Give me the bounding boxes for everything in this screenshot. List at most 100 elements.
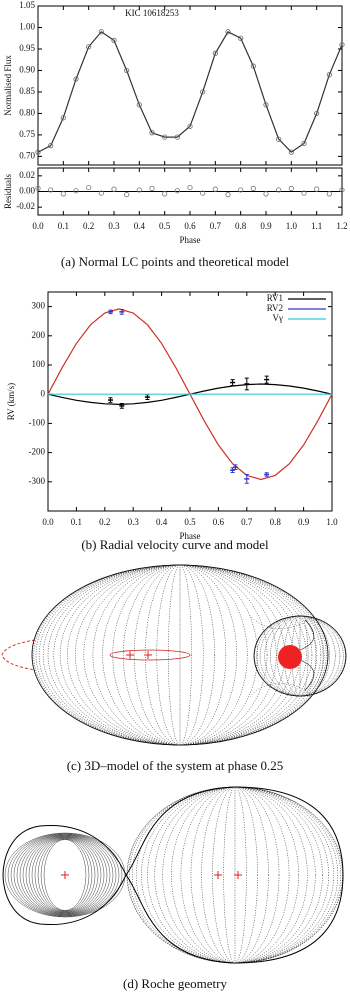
residual-point (73, 188, 79, 194)
neck (299, 619, 315, 691)
x-tick-label: 0.4 (134, 221, 146, 231)
data-point (111, 37, 117, 43)
meridian (141, 786, 329, 964)
data-point (225, 29, 231, 35)
y-tick-label: 0 (41, 388, 46, 398)
residual-point (187, 184, 193, 191)
residual-point (124, 192, 130, 198)
x-tick-label: 1.0 (286, 221, 298, 231)
residual-point (98, 190, 104, 196)
meridian (276, 615, 324, 697)
residual-point (225, 192, 231, 198)
y-tick-label: 0.70 (19, 150, 35, 160)
residual-point (200, 190, 206, 196)
centre-mark (214, 871, 222, 879)
data-point (263, 102, 269, 108)
meridian (123, 564, 237, 746)
x-tick-label: 1.1 (311, 221, 322, 231)
meridian (168, 564, 192, 746)
x-tick-label: 0.3 (128, 517, 140, 527)
legend-label: Vγ (273, 313, 283, 323)
residual-point (86, 184, 92, 191)
y-tick-label: -300 (29, 476, 46, 486)
y-tick-label: 300 (32, 301, 46, 311)
meridian (264, 615, 336, 697)
x-tick-label: 0.0 (32, 221, 44, 231)
caption: (a) Normal LC points and theoretical mod… (61, 254, 290, 269)
data-point (339, 42, 345, 48)
x-tick-label: 0.0 (42, 517, 54, 527)
y-axis-label: Residuals (3, 174, 13, 209)
x-tick-label: 0.2 (83, 221, 94, 231)
y-tick-label: 0.85 (19, 86, 35, 96)
x-tick-label: 0.5 (184, 517, 196, 527)
meridian (171, 786, 299, 964)
contour (13, 834, 117, 916)
x-tick-label: 1.2 (336, 221, 347, 231)
x-tick-label: 0.3 (108, 221, 120, 231)
data-point (86, 44, 92, 50)
data-point (174, 134, 180, 140)
x-tick-label: 0.1 (71, 517, 82, 527)
centre-mark (144, 651, 152, 659)
meridian (154, 786, 316, 964)
x-tick-label: 0.8 (235, 221, 247, 231)
residual-point (238, 187, 244, 193)
meridian (42, 564, 318, 746)
data-point (162, 134, 168, 140)
residual-point (111, 186, 117, 192)
y-tick-label: 0.80 (19, 107, 35, 117)
residual-point (250, 185, 256, 191)
residual-point (48, 187, 54, 193)
caption: (c) 3D–model of the system at phase 0.25 (67, 758, 284, 773)
contour (16, 834, 114, 916)
data-point (212, 50, 218, 56)
contour (4, 832, 126, 918)
neck (249, 614, 311, 698)
y-axis-label: RV (km/s) (6, 383, 16, 420)
data-point (60, 115, 66, 121)
x-tick-label: 0.6 (213, 517, 225, 527)
star-outline (253, 615, 347, 697)
star-outline (31, 564, 329, 746)
spot (278, 645, 302, 669)
x-tick-label: 0.7 (210, 221, 222, 231)
meridian (190, 786, 280, 964)
x-tick-label: 0.7 (241, 517, 253, 527)
legend-label: RV1 (267, 293, 283, 303)
residual-point (162, 191, 168, 197)
data-point (314, 110, 320, 117)
meridian (259, 615, 341, 697)
residual-point (212, 186, 218, 192)
x-tick-label: 1.0 (326, 517, 338, 527)
centre-mark (126, 651, 134, 659)
contour (19, 835, 111, 915)
orbit-arc (1, 639, 36, 671)
roche-geometry (2, 786, 344, 964)
residual-point (314, 186, 320, 192)
contour (34, 837, 96, 913)
contour (7, 833, 123, 917)
x-tick-label: 0.9 (260, 221, 272, 231)
residual-point (339, 187, 345, 193)
contour (22, 835, 108, 915)
y-tick-label: 0.90 (19, 65, 35, 75)
residual-point (149, 185, 155, 191)
residual-point (136, 187, 142, 193)
y-tick-label: 0.75 (19, 129, 35, 139)
data-point (149, 130, 155, 136)
caption: (b) Radial velocity curve and model (81, 537, 269, 552)
residual-point (35, 185, 41, 191)
data-point (200, 89, 206, 95)
y-tick-label: 0.00 (19, 186, 35, 196)
meridian (136, 786, 334, 964)
contour (37, 838, 93, 912)
data-point (288, 149, 294, 155)
meridian (112, 564, 248, 746)
contour (10, 833, 120, 917)
x-tick-label: 0.9 (298, 517, 310, 527)
y-tick-label: -0.02 (16, 201, 35, 211)
y-tick-label: 0.02 (19, 170, 35, 180)
contour (31, 837, 99, 913)
